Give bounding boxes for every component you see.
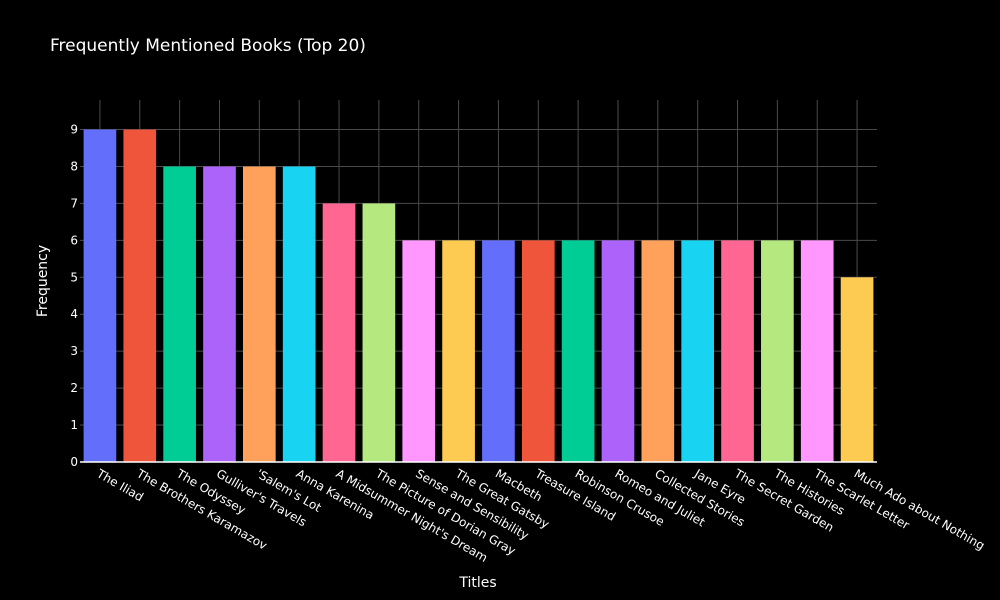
bar[interactable] xyxy=(242,166,276,462)
bar[interactable] xyxy=(362,203,396,462)
bar[interactable] xyxy=(282,166,316,462)
bar[interactable] xyxy=(123,129,157,462)
y-tick-label: 8 xyxy=(70,159,78,173)
bar[interactable] xyxy=(442,240,475,462)
bar[interactable] xyxy=(402,240,436,462)
bar[interactable] xyxy=(561,240,595,462)
bar[interactable] xyxy=(840,277,874,462)
bar[interactable] xyxy=(681,240,715,462)
y-tick-label: 7 xyxy=(70,196,78,210)
y-tick-labels: 0 1 2 3 4 5 6 7 8 9 xyxy=(70,123,78,469)
y-tick-label: 1 xyxy=(70,418,78,432)
y-tick-label: 9 xyxy=(70,123,78,137)
x-axis-title: Titles xyxy=(458,575,496,591)
bar[interactable] xyxy=(761,240,794,462)
bar[interactable] xyxy=(800,240,834,462)
y-tick-label: 0 xyxy=(70,455,78,469)
y-tick-label: 4 xyxy=(70,307,78,321)
bar[interactable] xyxy=(721,240,754,462)
bar[interactable] xyxy=(482,240,515,462)
bar[interactable] xyxy=(521,240,555,462)
bars-layer xyxy=(83,129,874,462)
bar[interactable] xyxy=(83,129,117,462)
y-tick-label: 2 xyxy=(70,381,78,395)
bar[interactable] xyxy=(641,240,675,462)
bar[interactable] xyxy=(163,166,196,462)
y-axis-title: Frequency xyxy=(35,245,51,317)
grid-layer xyxy=(80,100,877,462)
chart-title: Frequently Mentioned Books (Top 20) xyxy=(50,36,366,56)
bar[interactable] xyxy=(322,203,356,462)
y-tick-label: 3 xyxy=(70,344,78,358)
y-tick-label: 6 xyxy=(70,233,78,247)
y-tick-label: 5 xyxy=(70,270,78,284)
bar[interactable] xyxy=(203,166,236,462)
bar[interactable] xyxy=(601,240,635,462)
